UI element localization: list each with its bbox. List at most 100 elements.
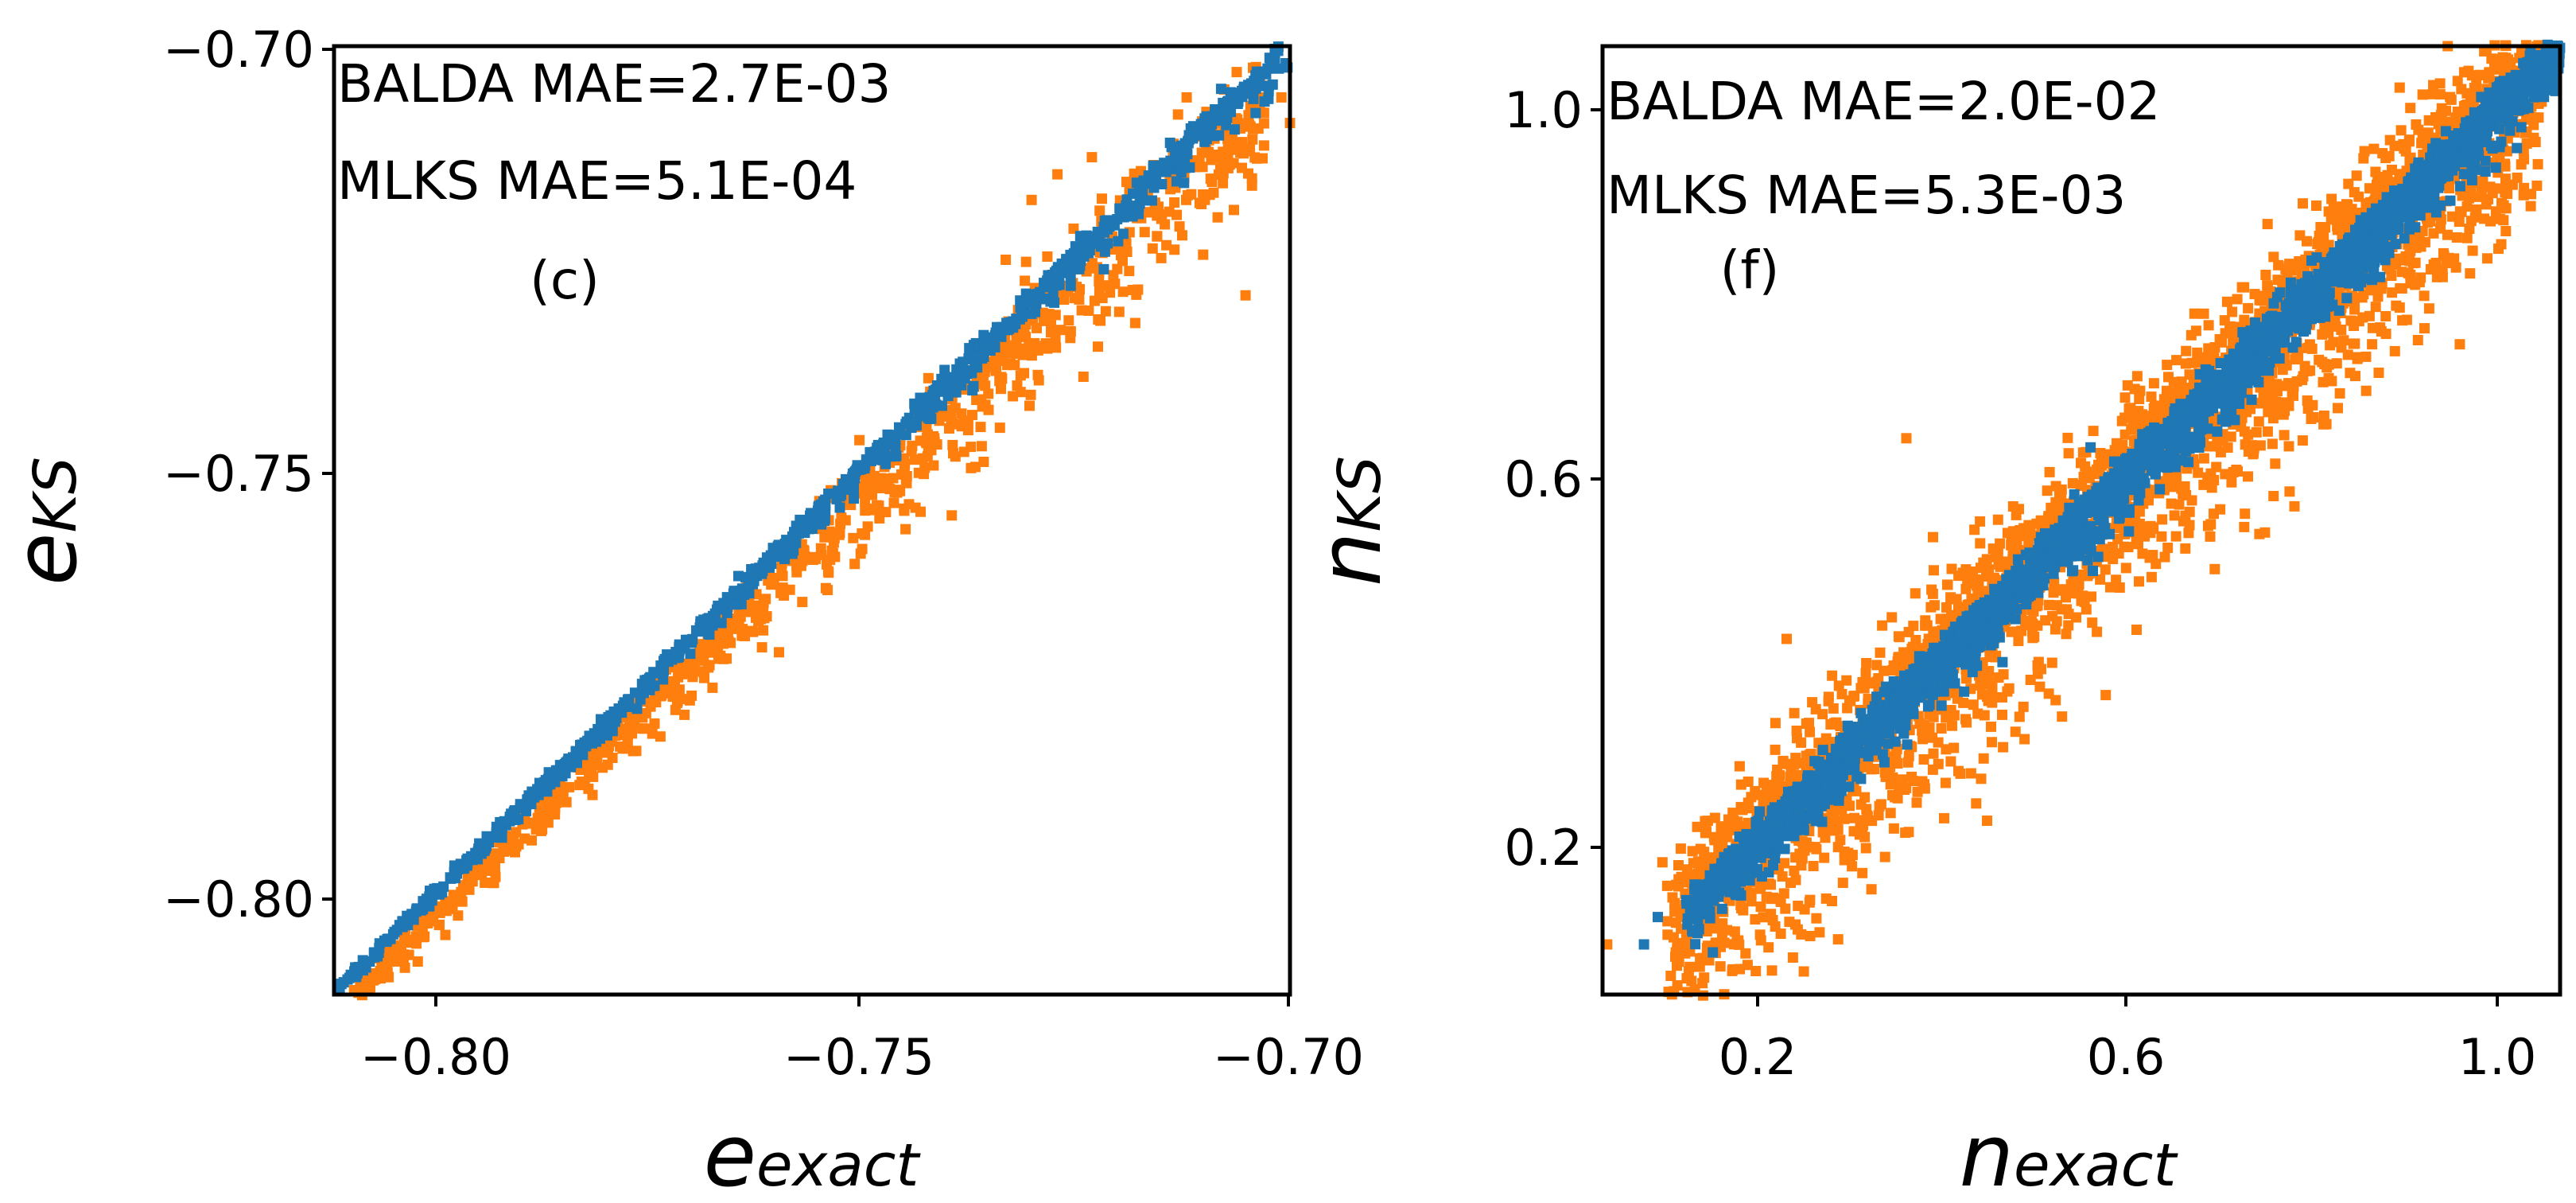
panel-c-balda-point [848, 532, 859, 543]
panel-c-balda-point [1124, 266, 1135, 277]
panel-f-balda-point [2067, 477, 2078, 489]
panel-f-balda-point [1997, 709, 2007, 720]
panel-f-balda-point [2036, 664, 2046, 675]
panel-c-balda-point [1245, 142, 1256, 154]
panel-c-mlks-point [1225, 87, 1236, 98]
panel-f-balda-point [2306, 343, 2318, 354]
panel-f-balda-point [1832, 934, 1844, 945]
panel-c-balda-point [857, 543, 868, 555]
panel-c-balda-point [1129, 317, 1140, 329]
panel-f-balda-point [2414, 277, 2425, 288]
panel-c-mlks-point [1164, 138, 1175, 148]
panel-c-mlks-point [1268, 53, 1279, 64]
panel-f-balda-point [2180, 510, 2191, 521]
panel-c-mlks-point [805, 510, 815, 521]
panel-f-balda-point [2373, 368, 2384, 378]
panel-c-mlks-point [950, 387, 962, 398]
panel-f-balda-point [2129, 383, 2140, 395]
panel-c-balda-point [735, 611, 746, 622]
panel-c-balda-point [1078, 372, 1089, 382]
panel-c-mlks-point [662, 649, 673, 660]
panel-f-balda-point [1986, 721, 1996, 732]
panel-f-balda-point [2353, 316, 2364, 327]
panel-f-balda-point [1965, 768, 1976, 779]
panel-f-balda-point [1727, 965, 1738, 976]
panel-c-mlks-point [849, 493, 860, 504]
panel-c-balda-point [550, 809, 561, 820]
panel-f-balda-point [1855, 683, 1867, 694]
panel-f-balda-point [2007, 501, 2018, 512]
panel-f-balda-point [1857, 867, 1868, 878]
panel-f-balda-point [2341, 209, 2352, 220]
panel-f-balda-point [2403, 136, 2415, 147]
panel-f-balda-point [1740, 948, 1751, 959]
panel-c-mlks-point [760, 560, 771, 571]
panel-f-balda-point [1892, 792, 1903, 804]
panel-c-mlks-point [397, 916, 408, 927]
panel-c-mlks-mae-annotation: MLKS MAE=5.1E-04 [337, 150, 857, 212]
panel-c-balda-point [975, 422, 986, 433]
panel-f-balda-point [2048, 587, 2059, 598]
panel-c-balda-point [1100, 306, 1111, 317]
panel-f-balda-point [2050, 695, 2061, 706]
panel-c-balda-point [910, 502, 921, 513]
panel-c-balda-point [1019, 328, 1030, 339]
panel-c-mlks-point [499, 816, 510, 827]
panel-f-balda-point [2092, 464, 2103, 475]
panel-f-balda-point [2370, 302, 2381, 313]
panel-f-balda-point [1912, 786, 1923, 797]
panel-c-mlks-point [1222, 112, 1233, 123]
panel-f-balda-point [1683, 966, 1694, 977]
panel-f-balda-point [2123, 403, 2135, 415]
panel-f-balda-point [1770, 744, 1781, 755]
panel-c-balda-point [687, 672, 698, 683]
panel-c-mlks-point [1250, 107, 1261, 119]
panel-c-balda-point [1169, 244, 1180, 255]
panel-f-balda-point [1709, 835, 1720, 846]
panel-c-mlks-point [461, 855, 472, 866]
panel-c-mlks-point [484, 837, 494, 848]
panel-c-mlks-point [721, 607, 732, 618]
panel-f-balda-point [2159, 551, 2170, 563]
panel-f-balda-point [2356, 292, 2368, 303]
panel-f-balda-point [2027, 633, 2038, 644]
panel-f-balda-point [1892, 656, 1903, 667]
panel-c-mlks-point [958, 356, 969, 368]
panel-f-balda-point [1860, 668, 1871, 679]
panel-c-balda-point [854, 434, 865, 446]
panel-c-mlks-point [387, 929, 398, 940]
panel-c-mlks-point [1102, 215, 1113, 226]
panel-f-balda-point [2305, 365, 2316, 376]
panel-c-balda-point [1025, 389, 1036, 400]
panel-c-balda-point [909, 454, 920, 465]
panel-f-balda-point [2171, 472, 2182, 483]
panel-f-balda-point [1874, 800, 1885, 812]
panel-c-mlks-point [773, 539, 784, 551]
panel-f-balda-point [2134, 576, 2144, 587]
panel-f-balda-point [2483, 72, 2494, 84]
panel-c-mlks-point [686, 637, 697, 648]
panel-c-balda-point [758, 625, 769, 636]
panel-c-mlks-point [515, 802, 526, 813]
panel-f-balda-point [2377, 173, 2388, 185]
panel-c-balda-point [488, 854, 499, 865]
panel-f-balda-point [1939, 812, 1949, 823]
panel-c-xtick-label: −0.75 [783, 1028, 934, 1086]
panel-f-balda-point [2436, 115, 2447, 127]
panel-f-balda-point [1779, 858, 1790, 869]
panel-f-balda-point [1754, 929, 1766, 940]
panel-f-balda-point [1945, 756, 1956, 767]
panel-f-balda-point [2445, 91, 2456, 103]
panel-f-balda-point [2521, 138, 2532, 149]
panel-f-balda-point [1661, 880, 1673, 891]
panel-c-mlks-point [1183, 134, 1195, 145]
panel-c-balda-point [1257, 153, 1268, 164]
panel-f-balda-point [2180, 543, 2191, 554]
panel-f-balda-point [2053, 501, 2065, 512]
panel-c-balda-point [1050, 334, 1061, 345]
panel-f-balda-point [2146, 571, 2157, 582]
panel-f-balda-point [2464, 224, 2475, 234]
panel-c-balda-point [1052, 169, 1063, 180]
panel-f-balda-point [2260, 270, 2271, 280]
panel-f-balda-point [2109, 445, 2120, 456]
